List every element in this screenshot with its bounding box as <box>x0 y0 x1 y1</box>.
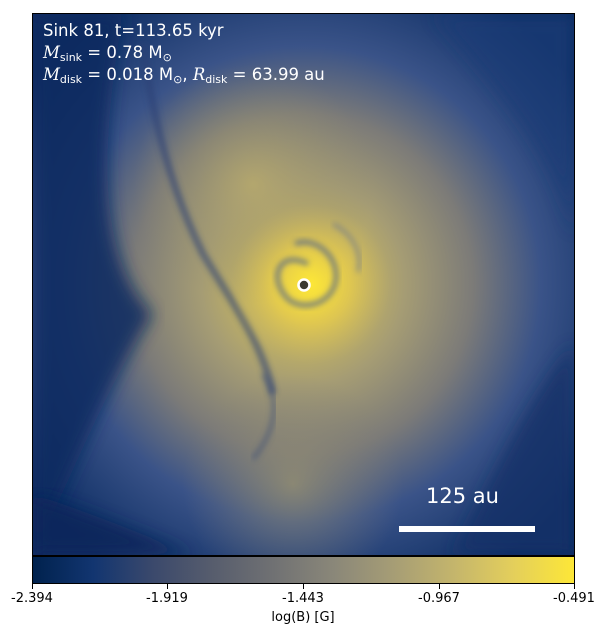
colorbar-tick-label: -2.394 <box>11 591 53 606</box>
scale-bar-label: 125 au <box>426 484 499 508</box>
colorbar-tick-label: -1.919 <box>146 591 188 606</box>
colorbar-label: log(B) [G] <box>271 610 335 625</box>
colorbar-tick <box>574 584 575 589</box>
colorbar-tick-label: -1.443 <box>282 591 324 606</box>
magnetic-field-map: Sink 81, t=113.65 kyr Msink = 0.78 M⊙ Md… <box>32 13 575 556</box>
colorbar <box>32 556 575 584</box>
colorbar-tick <box>167 584 168 589</box>
scale-bar <box>399 526 535 532</box>
sink-particle-marker <box>297 278 311 292</box>
field-map-image <box>33 14 574 555</box>
colorbar-tick <box>32 584 33 589</box>
sink-mass-label: Msink = 0.78 M⊙ <box>43 43 172 64</box>
colorbar-tick <box>439 584 440 589</box>
colorbar-tick <box>303 584 304 589</box>
disk-properties-label: Mdisk = 0.018 M⊙, Rdisk = 63.99 au <box>43 65 325 86</box>
colorbar-tick-label: -0.967 <box>418 591 460 606</box>
colorbar-tick-label: -0.491 <box>553 591 595 606</box>
sink-info-label: Sink 81, t=113.65 kyr <box>43 21 224 40</box>
